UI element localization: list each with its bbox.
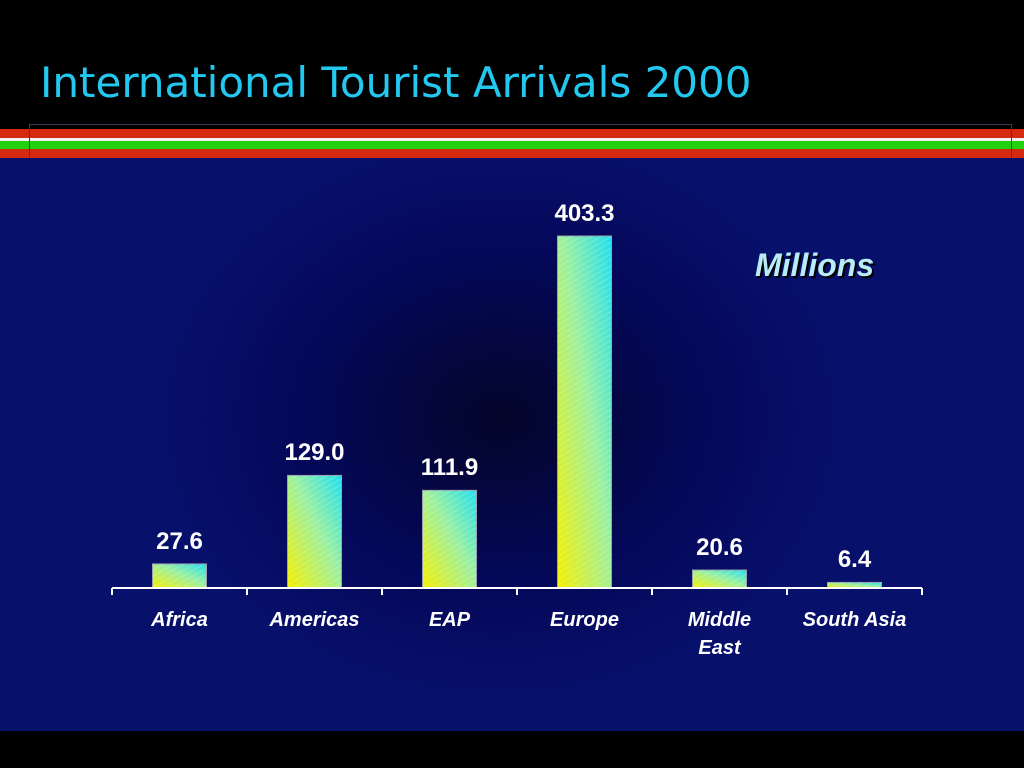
bar (557, 235, 612, 589)
bar (152, 563, 207, 589)
bar-hatch (827, 582, 882, 588)
chart-panel (0, 158, 1024, 731)
stripe-red-top (0, 129, 1024, 138)
bar (692, 569, 747, 589)
category-label: Middle East (687, 609, 752, 659)
stripe-green (0, 141, 1024, 149)
bar-value-label: 403.3 (554, 200, 615, 227)
stripe-red-bottom (0, 149, 1024, 158)
category-label: South Asia (802, 609, 907, 631)
bar-value-label: 111.9 (420, 454, 479, 482)
category-label: Europe (550, 609, 619, 631)
category-label: Americas (269, 609, 360, 631)
stripe-white (0, 138, 1024, 141)
bar-hatch (152, 563, 207, 588)
bar-hatch (692, 570, 747, 588)
bar-value-label: 20.6 (696, 534, 743, 562)
bar (422, 489, 477, 589)
bar-hatch (422, 490, 477, 588)
bar-hatch (557, 236, 612, 588)
x-axis (111, 587, 923, 595)
bar (287, 474, 342, 589)
bar-value-label: 129.0 (284, 439, 345, 467)
category-label: EAP (428, 609, 471, 631)
bar-hatch (287, 475, 342, 588)
category-label: Africa (151, 609, 208, 631)
bar-value-label: 27.6 (156, 527, 203, 555)
unit-label: Millions (755, 247, 875, 283)
bar-value-label: 6.4 (837, 546, 872, 574)
slide-title: International Tourist Arrivals 2000 (40, 58, 752, 107)
bars (152, 235, 882, 589)
bottom-bar (0, 731, 1024, 768)
